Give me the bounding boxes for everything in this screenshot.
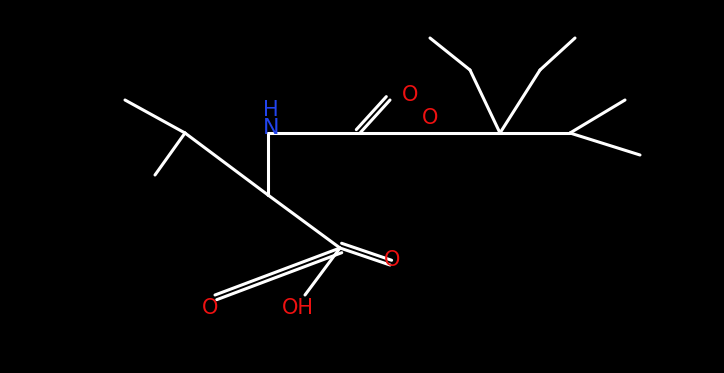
Text: O: O <box>202 298 218 318</box>
Text: O: O <box>422 108 438 128</box>
Text: O: O <box>402 85 418 105</box>
Text: N: N <box>263 118 279 138</box>
Text: H: H <box>264 100 279 120</box>
Text: OH: OH <box>282 298 314 318</box>
Text: O: O <box>384 250 400 270</box>
